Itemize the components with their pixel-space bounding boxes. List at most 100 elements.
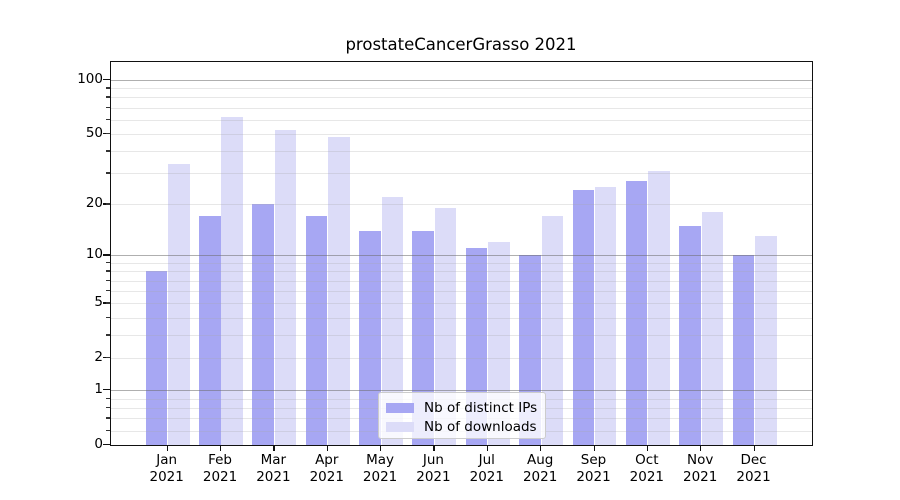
gridline-6 [111, 291, 812, 293]
bar-distinct-ips-mar [252, 204, 274, 445]
y-minor-tick-5 [106, 302, 110, 304]
y-minor-tick-0.4 [106, 417, 110, 419]
gridline-70 [111, 107, 812, 109]
x-tick-mark-oct [646, 445, 649, 451]
x-tick-mark-nov [700, 445, 702, 451]
y-tick-label-5: 5 [94, 294, 103, 311]
y-minor-tick-60 [106, 118, 110, 121]
gridline-20 [111, 204, 812, 206]
bar-downloads-may [381, 197, 404, 445]
y-tick-label-1: 1 [94, 381, 103, 398]
bar-downloads-oct [648, 170, 670, 445]
x-tick-mark-mar [273, 445, 275, 451]
bar-downloads-mar [274, 129, 297, 445]
legend-label-downloads: Nb of downloads [424, 418, 537, 435]
y-tick-mark-0 [103, 444, 110, 446]
bar-distinct-ips-jan [145, 271, 168, 445]
bar-distinct-ips-jun [412, 230, 435, 445]
bar-downloads-jan [168, 163, 190, 445]
gridline-60 [111, 119, 812, 121]
y-minor-tick-0.6 [106, 406, 110, 409]
y-minor-tick-9 [106, 261, 110, 264]
x-tick-mark-aug [540, 445, 542, 451]
y-minor-tick-2 [106, 357, 110, 359]
x-tick-label-jun: Jun 2021 [416, 452, 451, 485]
x-tick-label-mar: Mar 2021 [256, 452, 291, 485]
y-minor-tick-8 [106, 270, 110, 272]
y-tick-label-2: 2 [94, 349, 103, 366]
y-minor-tick-7 [106, 279, 110, 281]
gridline-90 [111, 88, 812, 90]
x-tick-label-may: May 2021 [362, 452, 398, 485]
y-minor-tick-4 [106, 316, 110, 318]
y-minor-tick-50 [106, 133, 110, 135]
bar-downloads-jun [434, 208, 457, 445]
gridline-30 [111, 173, 812, 175]
bar-downloads-apr [328, 137, 350, 445]
gridline-1 [111, 390, 812, 392]
bar-distinct-ips-oct [625, 181, 648, 445]
y-minor-tick-80 [106, 96, 110, 98]
x-tick-label-feb: Feb 2021 [202, 452, 238, 485]
gridline-4 [111, 317, 812, 319]
y-minor-tick-40 [106, 150, 110, 152]
gridline-7 [111, 280, 812, 282]
y-minor-tick-70 [106, 106, 110, 109]
x-tick-mark-may [380, 445, 382, 451]
x-tick-label-jan: Jan 2021 [149, 452, 184, 485]
bar-distinct-ips-feb [199, 216, 221, 445]
x-tick-label-nov: Nov 2021 [683, 452, 718, 485]
x-tick-mark-jul [486, 445, 489, 451]
gridline-40 [111, 151, 812, 153]
bar-distinct-ips-apr [305, 216, 328, 445]
x-tick-mark-feb [220, 445, 222, 451]
legend-label-distinct-ips: Nb of distinct IPs [424, 399, 538, 416]
y-tick-label-10: 10 [85, 246, 103, 263]
y-minor-tick-30 [106, 172, 110, 174]
x-tick-label-jul: Jul 2021 [469, 452, 504, 485]
chart-title: prostateCancerGrasso 2021 [345, 35, 577, 54]
bar-distinct-ips-may [359, 230, 381, 445]
bar-downloads-feb [221, 117, 244, 445]
legend-item-downloads: Nb of downloads [386, 417, 537, 436]
y-minor-tick-90 [106, 87, 110, 89]
x-tick-label-oct: Oct 2021 [629, 452, 665, 485]
y-minor-tick-0.8 [106, 397, 110, 399]
y-minor-tick-20 [106, 203, 110, 205]
x-tick-label-apr: Apr 2021 [309, 452, 344, 485]
gridline-5 [111, 303, 812, 305]
y-tick-mark-10 [103, 254, 110, 256]
gridline-8 [111, 271, 812, 273]
plot-area [110, 61, 813, 446]
y-minor-tick-0.2 [106, 429, 110, 431]
legend-item-distinct-ips: Nb of distinct IPs [386, 398, 537, 417]
gridline-50 [111, 134, 812, 136]
y-tick-label-20: 20 [85, 195, 103, 212]
x-tick-mark-sep [593, 445, 595, 451]
gridline-100 [111, 80, 812, 81]
gridline-3 [111, 335, 812, 337]
bar-distinct-ips-dec [732, 255, 755, 445]
x-tick-mark-apr [326, 445, 329, 451]
gridline-9 [111, 262, 812, 264]
x-tick-label-sep: Sep 2021 [576, 452, 611, 485]
bar-downloads-sep [594, 187, 617, 445]
y-tick-label-100: 100 [77, 71, 103, 87]
x-tick-mark-jan [166, 445, 168, 451]
y-tick-mark-100 [103, 79, 110, 81]
gridline-10 [111, 255, 812, 257]
y-tick-label-50: 50 [85, 125, 103, 142]
x-tick-label-dec: Dec 2021 [736, 452, 771, 485]
bar-downloads-nov [701, 212, 724, 445]
y-minor-tick-3 [106, 334, 110, 336]
bar-downloads-dec [754, 236, 777, 445]
x-tick-label-aug: Aug 2021 [522, 452, 558, 485]
legend-swatch-downloads [386, 421, 414, 432]
gridline-2 [111, 358, 812, 360]
legend: Nb of distinct IPs Nb of downloads [378, 392, 546, 439]
legend-swatch-distinct-ips [386, 402, 414, 413]
gridline-80 [111, 97, 812, 99]
y-minor-tick-6 [106, 290, 110, 292]
y-tick-label-0: 0 [94, 436, 103, 452]
x-tick-mark-dec [753, 445, 755, 451]
